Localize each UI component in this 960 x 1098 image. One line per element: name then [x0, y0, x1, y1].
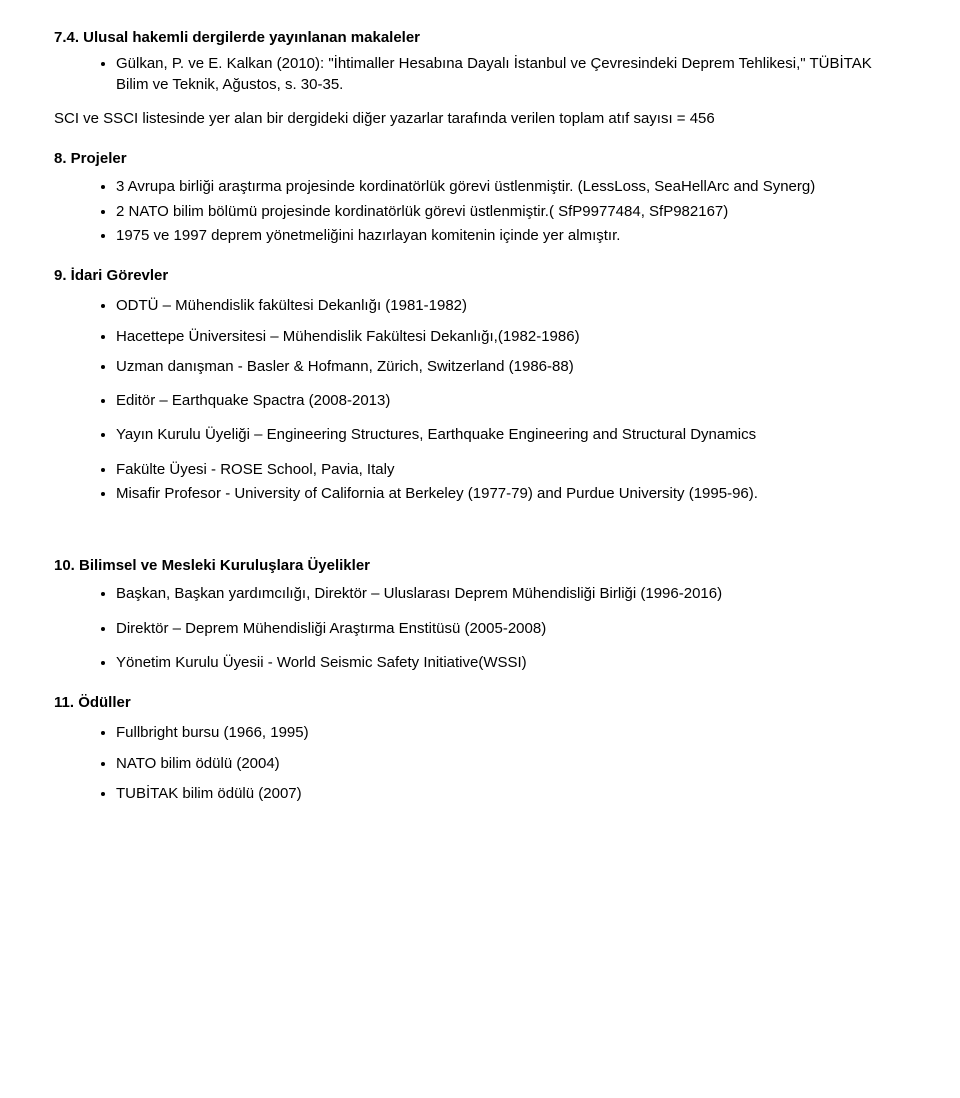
- list-item: Editör – Earthquake Spactra (2008-2013): [116, 391, 906, 411]
- list-item: TUBİTAK bilim ödülü (2007): [116, 784, 906, 804]
- section-9-list-3: Yayın Kurulu Üyeliği – Engineering Struc…: [54, 425, 906, 445]
- list-item: Yayın Kurulu Üyeliği – Engineering Struc…: [116, 425, 906, 445]
- section-11-list: Fullbright bursu (1966, 1995) NATO bilim…: [54, 723, 906, 804]
- list-item: 3 Avrupa birliği araştırma projesinde ko…: [116, 177, 906, 197]
- citation-note: SCI ve SSCI listesinde yer alan bir derg…: [54, 109, 906, 129]
- section-11-title: 11. Ödüller: [54, 693, 906, 713]
- section-10-list-1: Başkan, Başkan yardımcılığı, Direktör – …: [54, 584, 906, 604]
- list-item: 2 NATO bilim bölümü projesinde kordinatö…: [116, 202, 906, 222]
- list-item: NATO bilim ödülü (2004): [116, 754, 906, 774]
- list-item: Fakülte Üyesi - ROSE School, Pavia, Ital…: [116, 460, 906, 480]
- section-10-list-3: Yönetim Kurulu Üyesii - World Seismic Sa…: [54, 653, 906, 673]
- list-item: Uzman danışman - Basler & Hofmann, Züric…: [116, 357, 906, 377]
- list-item: Misafir Profesor - University of Califor…: [116, 484, 906, 504]
- section-8-list: 3 Avrupa birliği araştırma projesinde ko…: [54, 177, 906, 246]
- list-item: ODTÜ – Mühendislik fakültesi Dekanlığı (…: [116, 296, 906, 316]
- section-9-list-4: Fakülte Üyesi - ROSE School, Pavia, Ital…: [54, 460, 906, 505]
- list-item: Fullbright bursu (1966, 1995): [116, 723, 906, 743]
- section-10-list-2: Direktör – Deprem Mühendisliği Araştırma…: [54, 619, 906, 639]
- list-item: Başkan, Başkan yardımcılığı, Direktör – …: [116, 584, 906, 604]
- section-7-4-list: Gülkan, P. ve E. Kalkan (2010): "İhtimal…: [54, 54, 906, 95]
- section-10-title: 10. Bilimsel ve Mesleki Kuruluşlara Üyel…: [54, 556, 906, 576]
- list-item: Yönetim Kurulu Üyesii - World Seismic Sa…: [116, 653, 906, 673]
- section-9-title: 9. İdari Görevler: [54, 266, 906, 286]
- section-9-list-2: Editör – Earthquake Spactra (2008-2013): [54, 391, 906, 411]
- section-9-list-1: ODTÜ – Mühendislik fakültesi Dekanlığı (…: [54, 296, 906, 377]
- section-7-4-title: 7.4. Ulusal hakemli dergilerde yayınlana…: [54, 28, 906, 48]
- list-item: 1975 ve 1997 deprem yönetmeliğini hazırl…: [116, 226, 906, 246]
- list-item: Direktör – Deprem Mühendisliği Araştırma…: [116, 619, 906, 639]
- list-item: Hacettepe Üniversitesi – Mühendislik Fak…: [116, 327, 906, 347]
- section-8-title: 8. Projeler: [54, 149, 906, 169]
- list-item: Gülkan, P. ve E. Kalkan (2010): "İhtimal…: [116, 54, 906, 95]
